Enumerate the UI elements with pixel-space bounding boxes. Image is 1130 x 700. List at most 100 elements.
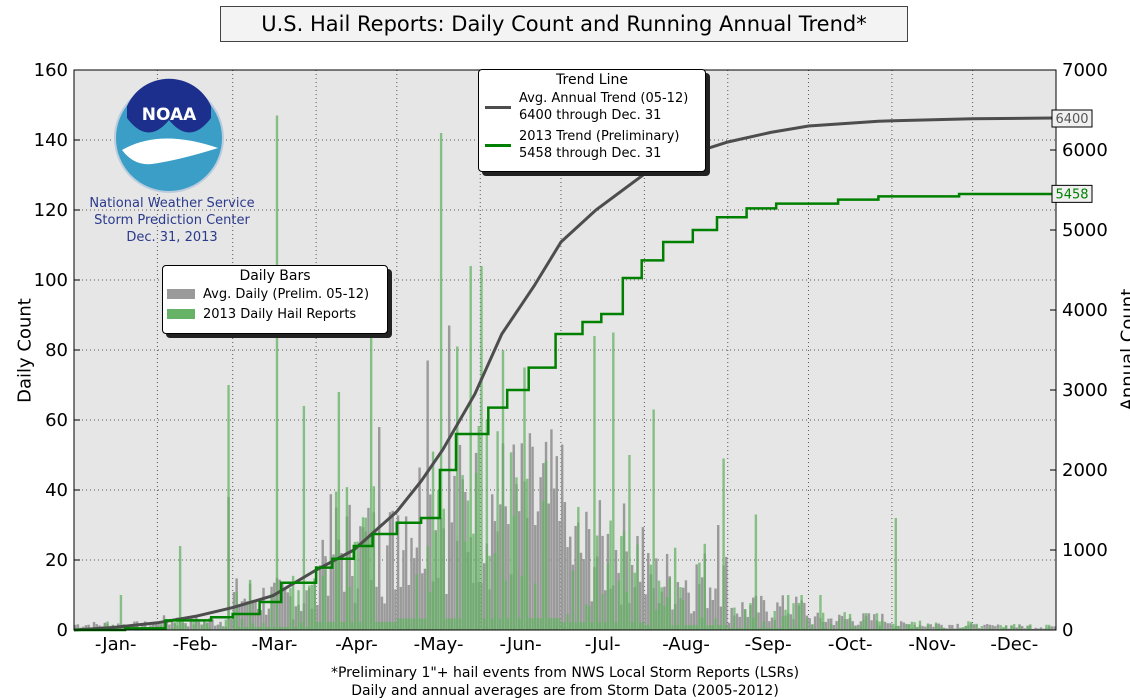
daily-2013-bar [918, 620, 922, 630]
daily-2013-bar [539, 618, 542, 630]
avg-daily-bar [929, 624, 932, 630]
daily-2013-bar [364, 517, 367, 630]
daily-2013-bar [507, 618, 510, 630]
avg-daily-bar [458, 444, 462, 630]
end-value-labels: 6400 5458 [1051, 109, 1093, 203]
noaa-caption-line: Dec. 31, 2013 [126, 230, 218, 245]
avg-daily-bar [921, 626, 924, 630]
avg-daily-bar [517, 511, 521, 630]
daily-2013-bar [843, 612, 846, 630]
daily-2013-bar [628, 455, 631, 630]
avg-daily-bar [391, 510, 394, 630]
daily-2013-bar [273, 626, 276, 630]
daily-2013-bar [862, 619, 865, 630]
daily-2013-bar [905, 624, 908, 630]
avg-daily-bar [856, 624, 860, 630]
right-tick-label: 0 [1062, 620, 1073, 641]
avg-daily-bar [727, 622, 731, 630]
avg-daily-bar [1050, 626, 1054, 630]
daily-2013-bar [590, 622, 593, 630]
legend-label: Avg. Annual Trend (05-12) [519, 91, 689, 106]
daily-2013-bar [318, 621, 322, 630]
daily-2013-bar [789, 627, 793, 630]
daily-2013-bar [173, 622, 176, 630]
avg-daily-bar [294, 606, 298, 630]
avg-daily-bar [230, 619, 233, 630]
avg-daily-bar [534, 525, 537, 630]
avg-daily-bar [283, 587, 287, 630]
avg-daily-bar [76, 624, 80, 630]
avg-daily-bar [614, 550, 618, 630]
avg-daily-bar [813, 616, 817, 630]
avg-daily-bar [951, 625, 954, 630]
avg-daily-bar [760, 595, 763, 630]
x-tick-label: -Nov- [908, 634, 956, 655]
legend-label: 2013 Daily Hail Reports [203, 306, 357, 322]
daily-2013-bar [224, 619, 228, 630]
daily-2013-bar [396, 618, 400, 630]
avg-daily-bar [394, 589, 397, 630]
right-tick-label: 5000 [1062, 220, 1108, 241]
noaa-logo-text: NOAA [142, 105, 197, 125]
daily-2013-bar [412, 618, 416, 630]
daily-2013-bar [343, 621, 346, 630]
daily-2013-bar [469, 266, 472, 630]
daily-2013-bar [875, 613, 879, 630]
daily-2013-bar [493, 553, 497, 630]
avg-daily-bar [776, 602, 779, 630]
daily-2013-bar [770, 627, 774, 630]
avg-daily-bar [590, 601, 593, 630]
daily-2013-bar [668, 578, 672, 630]
daily-2013-bar [695, 625, 698, 630]
daily-2013-bar [563, 622, 567, 630]
daily-2013-bar [620, 536, 623, 630]
daily-2013-bar [359, 621, 362, 630]
avg-daily-bar [770, 617, 774, 630]
avg-daily-bar [343, 591, 346, 630]
daily-2013-bar [717, 625, 720, 630]
chart-title: U.S. Hail Reports: Daily Count and Runni… [220, 6, 908, 42]
avg-daily-bar [504, 506, 507, 630]
avg-daily-bar [687, 592, 690, 630]
daily-2013-bar [595, 535, 599, 630]
daily-2013-bar [410, 618, 413, 630]
avg-daily-bar [563, 502, 567, 630]
avg-daily-bar [259, 610, 263, 630]
daily-2013-bar [219, 624, 222, 630]
daily-2013-bar [289, 588, 292, 630]
avg-daily-bar [1023, 628, 1027, 630]
avg-daily-bar [738, 616, 741, 630]
daily-2013-bar [644, 625, 647, 630]
avg-daily-bar [262, 587, 265, 630]
avg-daily-bar [671, 609, 674, 630]
avg-daily-bar [789, 614, 793, 630]
daily-2013-bar [421, 618, 424, 630]
avg-daily-bar [630, 564, 634, 630]
daily-2013-bar [819, 595, 822, 630]
x-tick-label: -Aug- [662, 634, 710, 655]
avg-daily-bar [547, 503, 550, 630]
daily-2013-bar [458, 618, 462, 630]
avg-daily-bar [873, 614, 876, 630]
avg-daily-bar [1007, 628, 1010, 630]
avg-daily-bar [851, 621, 854, 630]
avg-daily-bar [665, 553, 669, 630]
left-tick-label: 120 [34, 200, 68, 221]
avg-daily-bar [1053, 626, 1056, 630]
trend-legend-title: Trend Line [556, 72, 628, 88]
daily-2013-bar [604, 622, 607, 630]
avg-daily-bar [695, 564, 698, 630]
daily-2013-bar [832, 628, 836, 630]
legend-entry-avg-trend: Avg. Annual Trend (05-12) 6400 through D… [479, 88, 705, 126]
daily-2013-bar [259, 626, 263, 630]
daily-2013-bar [598, 622, 602, 630]
daily-2013-bar [192, 618, 195, 630]
daily-2013-bar [574, 622, 577, 630]
daily-2013-bar [383, 621, 386, 630]
daily-2013-bar [652, 409, 655, 630]
daily-2013-bar [517, 618, 521, 630]
avg-daily-bar [1042, 628, 1045, 630]
daily-2013-bar [606, 563, 610, 630]
daily-2013-bar [195, 622, 198, 630]
daily-2013-bar [407, 618, 411, 630]
